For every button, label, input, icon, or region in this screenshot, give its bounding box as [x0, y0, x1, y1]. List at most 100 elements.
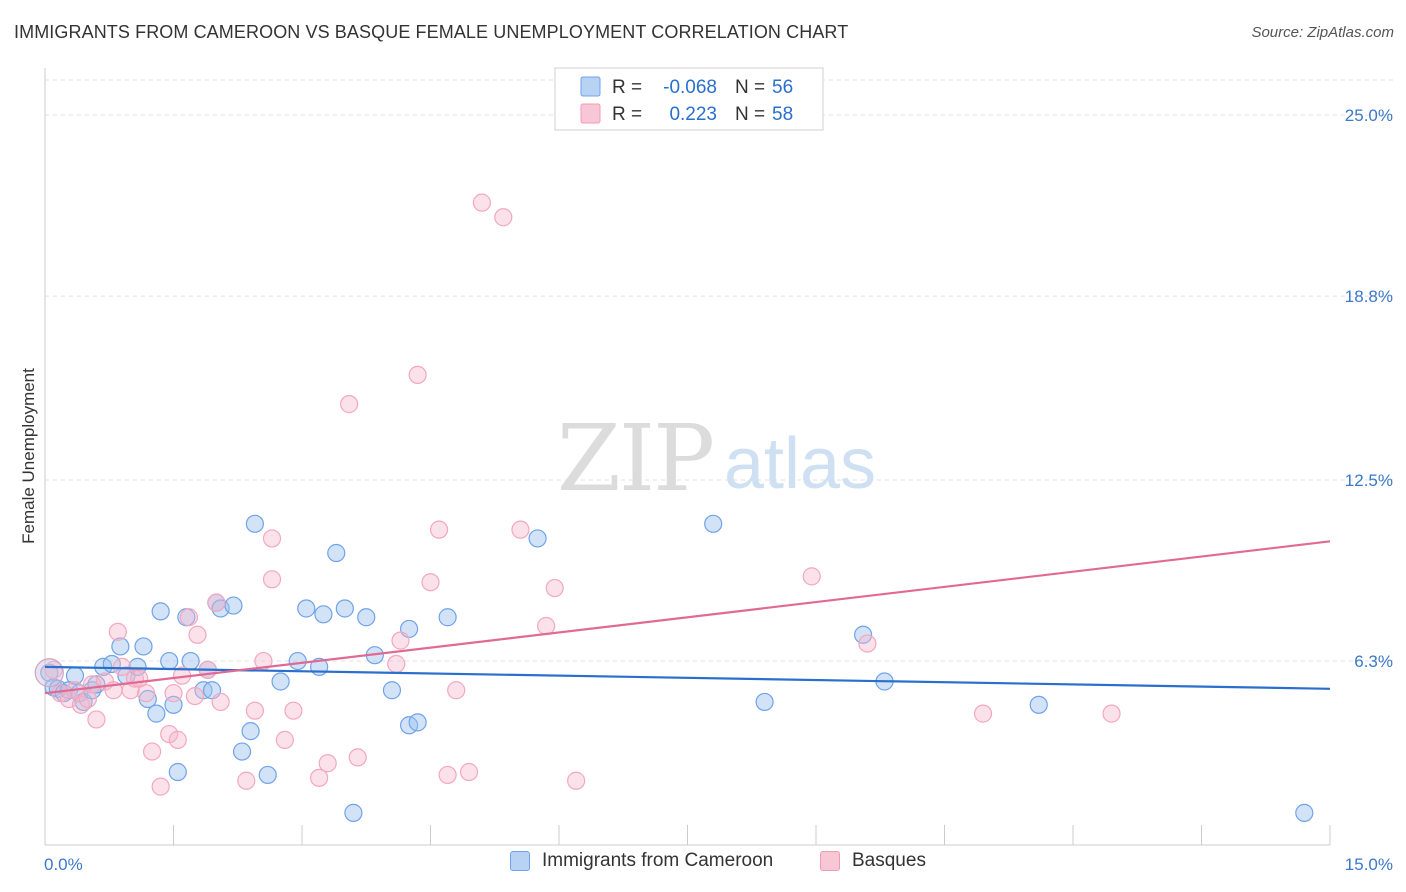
point-basques [391, 631, 410, 650]
point-cameroon [134, 637, 153, 656]
point-basques [438, 765, 457, 785]
point-basques [262, 529, 282, 548]
legend-n-label: N = [735, 77, 765, 98]
point-basques [188, 625, 207, 644]
axis-layer [44, 68, 1331, 846]
point-basques [151, 777, 170, 796]
point-basques [1102, 704, 1121, 723]
trend-line-basques [44, 540, 1331, 695]
legend-n-value: 58 [772, 104, 793, 125]
point-cameroon [232, 742, 252, 761]
point-basques [78, 689, 97, 709]
point-basques [112, 657, 132, 676]
legend-swatch-cameroon [510, 851, 530, 871]
legend-item-cameroon[interactable]: Immigrants from Cameroon [510, 850, 773, 872]
point-basques [237, 771, 256, 790]
point-basques [348, 748, 367, 767]
point-basques [472, 193, 491, 212]
legend-label-cameroon: Immigrants from Cameroon [542, 850, 774, 871]
point-basques [262, 570, 282, 589]
y-tick-label: 6.3% [1354, 652, 1393, 671]
point-cameroon [357, 608, 376, 627]
y-tick-label: 18.8% [1345, 287, 1393, 306]
point-cameroon [704, 514, 723, 533]
point-cameroon [151, 602, 170, 621]
x-tick-label: 0.0% [44, 855, 83, 874]
point-basques [179, 608, 199, 627]
point-basques [142, 742, 162, 761]
trend-line-cameroon [44, 665, 1331, 690]
point-basques [310, 768, 329, 787]
legend-top-swatch-basques [580, 103, 601, 124]
point-cameroon [438, 608, 457, 627]
point-basques [973, 704, 993, 723]
point-cameroon [1295, 803, 1314, 822]
point-cameroon [297, 599, 316, 618]
legend-r-value: 0.223 [669, 104, 717, 125]
point-basques [421, 573, 440, 592]
point-basques [545, 578, 564, 598]
point-basques [207, 593, 226, 612]
point-basques [447, 681, 466, 700]
legend-n-value: 56 [772, 77, 793, 98]
legend-swatch-basques [820, 851, 840, 871]
point-cameroon [245, 514, 264, 533]
point-basques [44, 660, 63, 679]
point-cameroon [288, 651, 307, 671]
point-basques [318, 754, 337, 773]
point-basques [168, 730, 187, 749]
watermark: ZIP atlas [557, 405, 876, 512]
point-basques [567, 771, 586, 790]
source-label: Source: ZipAtlas.com [1251, 24, 1394, 41]
watermark-atlas: atlas [724, 424, 876, 504]
point-basques [185, 686, 205, 706]
point-basques [858, 634, 877, 653]
point-basques [494, 208, 513, 227]
grid-layer [45, 79, 1395, 662]
y-axis-title: Female Unemployment [19, 368, 38, 544]
point-cameroon [382, 681, 402, 700]
point-cameroon [408, 713, 427, 732]
legend-label-basques: Basques [852, 850, 926, 871]
point-cameroon [1029, 695, 1048, 714]
point-basques [408, 365, 427, 385]
y-tick-label: 25.0% [1345, 106, 1393, 125]
point-cameroon [241, 722, 260, 741]
x-tick-label: 15.0% [1345, 855, 1393, 874]
point-cameroon [335, 599, 354, 618]
point-cameroon [854, 625, 873, 644]
point-cameroon [128, 657, 147, 676]
point-basques [387, 654, 406, 674]
point-basques [802, 567, 821, 586]
point-cameroon [258, 765, 277, 785]
y-tick-label: 12.5% [1345, 471, 1393, 490]
point-basques [211, 692, 230, 712]
legend-n-label: N = [735, 104, 765, 125]
points-layer [34, 193, 1314, 822]
point-cameroon [111, 637, 130, 656]
legend-top: R = -0.068 N = 56 R = 0.223 N = 58 [554, 67, 824, 131]
trend-layer [44, 540, 1331, 695]
point-basques [108, 622, 127, 641]
point-cameroon [160, 651, 179, 671]
point-basques [429, 520, 449, 539]
legend-r-value: -0.068 [663, 77, 717, 98]
point-cameroon [327, 543, 346, 563]
label-layer: 6.3% 12.5% 18.8% 25.0% 0.0% 15.0% Female Unemp… [19, 106, 1393, 874]
point-basques [340, 395, 359, 414]
point-cameroon [755, 692, 774, 712]
watermark-zip: ZIP [557, 405, 713, 512]
legend-r-label: R = [612, 104, 642, 125]
point-basques [511, 520, 530, 539]
point-cameroon [344, 803, 363, 822]
point-cameroon [528, 529, 547, 548]
point-cameroon [168, 762, 187, 782]
chart-title: IMMIGRANTS FROM CAMEROON VS BASQUE FEMAL… [14, 22, 849, 42]
point-cluster [34, 658, 64, 688]
point-cameroon [271, 672, 290, 691]
point-basques [87, 710, 106, 729]
point-basques [275, 730, 294, 749]
point-basques [537, 616, 556, 636]
legend-item-basques[interactable]: Basques [820, 850, 926, 872]
